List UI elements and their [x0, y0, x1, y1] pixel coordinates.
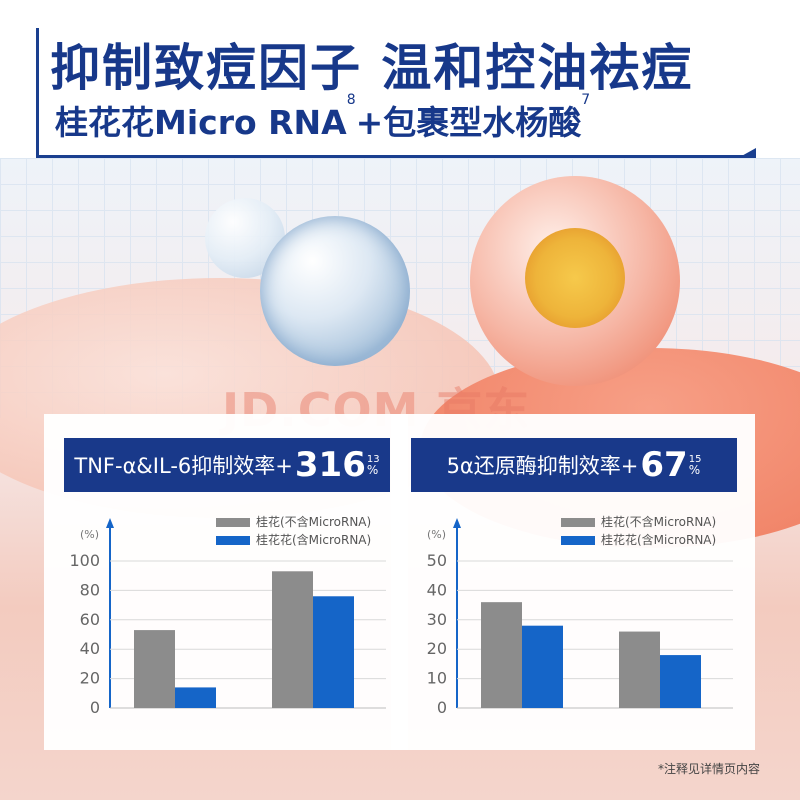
bar-1-s1-c1 [660, 655, 701, 708]
y-tick-label: 40 [427, 580, 447, 599]
footnote: *注释见详情页内容 [658, 762, 761, 776]
chart-header-unit: % [688, 463, 701, 477]
subtitle-part-b: +包裹型水杨酸 [355, 103, 582, 142]
y-axis-arrow-icon [453, 518, 461, 528]
legend-swatch-gray [216, 518, 250, 527]
chart-card-tnf: TNF-α&IL-6抑制效率+ 316 13 % 桂花(不含MicroRNA) … [44, 414, 408, 750]
header-frame-bottom [36, 155, 756, 158]
y-axis-label: (%) [427, 528, 446, 541]
chart-header-value: 67 [640, 445, 688, 485]
bar-1-s1-c0 [522, 625, 563, 708]
y-tick-label: 20 [80, 669, 100, 688]
legend-label-gray: 桂花(不含MicroRNA) [256, 515, 372, 529]
header-arrow-icon [738, 148, 756, 158]
chart-header-text: 5α还原酶抑制效率+ [446, 454, 639, 478]
header: 抑制致痘因子 温和控油祛痘 桂花花Micro RNA8+包裹型水杨酸7 [0, 0, 800, 158]
y-tick-label: 50 [427, 551, 447, 570]
chart-header-ref: 13 [366, 454, 380, 465]
legend-item-gray: 桂花(不含MicroRNA) [216, 513, 371, 530]
y-tick-label: 0 [437, 698, 447, 717]
bar-0-s1-c0 [175, 687, 216, 708]
legend-swatch-blue [561, 536, 595, 545]
legend-item-blue: 桂花花(含MicroRNA) [216, 531, 371, 548]
chart-header-sup: 13 % [367, 454, 380, 476]
bar-0-s1-c1 [313, 596, 354, 708]
bar-1-s0-c1 [619, 631, 660, 708]
y-axis-arrow-icon [106, 518, 114, 528]
legend-swatch-gray [561, 518, 595, 527]
background-scene: JD.COM 京东 [0, 158, 800, 800]
chart-tnf-plot: (%) 0 20 40 60 80 100 [69, 518, 386, 717]
y-tick-label: 20 [427, 639, 447, 658]
subtitle-ref-a: 8 [346, 92, 356, 108]
legend-item-gray: 桂花(不含MicroRNA) [561, 513, 716, 530]
y-tick-label: 10 [427, 669, 447, 688]
bar-1-s0-c0 [481, 602, 522, 708]
chart-header-unit: % [366, 463, 379, 477]
legend-swatch-blue [216, 536, 250, 545]
y-tick-label: 40 [80, 639, 100, 658]
page-subtitle: 桂花花Micro RNA8+包裹型水杨酸7 [55, 92, 590, 144]
chart-card-5a: 5α还原酶抑制效率+ 67 15 % 桂花(不含MicroRNA) 桂花花(含M… [391, 414, 755, 750]
y-tick-label: 30 [427, 610, 447, 629]
legend-label-gray: 桂花(不含MicroRNA) [601, 515, 717, 529]
subtitle-part-a: 桂花花Micro RNA [55, 103, 347, 142]
osmanthus-flower-icon [525, 228, 625, 328]
header-frame-left [36, 28, 39, 158]
y-tick-label: 0 [90, 698, 100, 717]
page-title: 抑制致痘因子 温和控油祛痘 [50, 39, 694, 97]
chart-header: TNF-α&IL-6抑制效率+ 316 13 % [64, 438, 390, 492]
bar-0-s0-c0 [134, 630, 175, 708]
subtitle-ref-b: 7 [581, 92, 591, 108]
water-bubble-large [260, 216, 410, 366]
chart-header-sup: 15 % [689, 454, 702, 476]
y-tick-label: 60 [80, 610, 100, 629]
chart-header-ref: 15 [688, 454, 702, 465]
legend-label-blue: 桂花花(含MicroRNA) [601, 533, 717, 547]
chart-5a-plot: (%) 0 10 20 30 40 50 [427, 518, 733, 717]
bar-0-s0-c1 [272, 571, 313, 708]
legend-item-blue: 桂花花(含MicroRNA) [561, 531, 716, 548]
chart-header: 5α还原酶抑制效率+ 67 15 % [411, 438, 737, 492]
chart-header-value: 316 [294, 445, 366, 485]
chart-header-text: TNF-α&IL-6抑制效率+ [74, 454, 293, 478]
legend-label-blue: 桂花花(含MicroRNA) [256, 533, 372, 547]
y-axis-label: (%) [80, 528, 99, 541]
y-tick-label: 80 [80, 580, 100, 599]
y-tick-label: 100 [69, 551, 100, 570]
